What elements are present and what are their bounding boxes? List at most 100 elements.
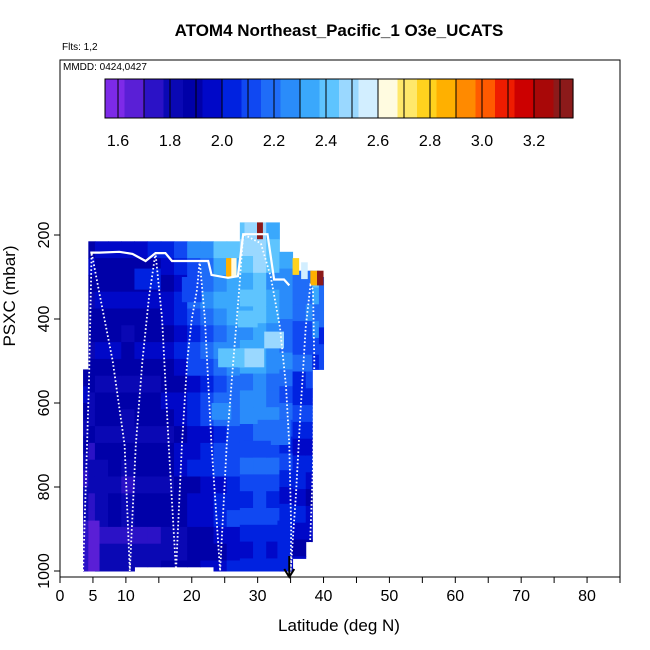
heatmap-cell — [213, 426, 228, 444]
heatmap-cell — [160, 342, 175, 360]
heatmap-cell — [213, 325, 228, 343]
heatmap-cell — [200, 560, 215, 568]
colorbar-tick-label: 1.6 — [107, 133, 129, 150]
colorbar-segment — [423, 79, 431, 118]
colorbar-segment — [540, 79, 548, 118]
colorbar-segment — [150, 79, 158, 118]
heatmap-cell — [292, 421, 307, 440]
heatmap-cell — [187, 543, 201, 561]
heatmap-cell — [147, 358, 162, 377]
heatmap-cell — [83, 503, 89, 522]
heatmap-cell — [173, 392, 188, 410]
colorbar-segment — [105, 79, 113, 118]
heatmap-cell — [318, 293, 325, 312]
heatmap-cell — [279, 352, 294, 370]
heatmap-cell — [279, 268, 294, 286]
heatmap-cell — [312, 354, 320, 370]
heatmap-cell — [305, 522, 313, 540]
heatmap-cell — [239, 424, 254, 442]
heatmap-cell — [279, 470, 294, 488]
colorbar-segment — [332, 79, 340, 118]
heatmap-cell — [173, 442, 188, 461]
heatmap-cell — [160, 392, 175, 410]
colorbar-tick-label: 2.6 — [367, 133, 389, 150]
colorbar-segment — [319, 79, 327, 118]
x-tick-label: 30 — [249, 588, 267, 605]
heatmap-cell — [134, 241, 149, 259]
heatmap-cell — [108, 291, 122, 309]
colorbar-segment — [456, 79, 464, 118]
heatmap-cell — [147, 308, 162, 326]
colorbar-segment — [280, 79, 288, 118]
heatmap-cell — [108, 560, 122, 572]
heatmap-cell — [121, 274, 135, 293]
heatmap-cell — [253, 256, 267, 274]
flights-label: Flts: 1,2 — [62, 42, 98, 53]
colorbar-segment — [313, 79, 321, 118]
heatmap-cell — [134, 493, 149, 511]
heatmap-cell — [83, 520, 89, 538]
heatmap-cell — [200, 274, 215, 293]
heatmap-cell — [147, 375, 162, 393]
heatmap-cell — [83, 453, 89, 471]
heatmap-cell — [121, 375, 135, 393]
heatmap-cell — [292, 522, 307, 540]
colorbar-segment — [306, 79, 314, 118]
heatmap-feature-cell — [264, 331, 284, 349]
heatmap-cell — [94, 392, 109, 410]
heatmap-cell — [305, 354, 313, 372]
heatmap-cell — [279, 285, 294, 303]
heatmap-cell — [160, 560, 175, 568]
heatmap-cell — [83, 487, 89, 505]
colorbar-segment — [475, 79, 483, 118]
heatmap-cell — [292, 304, 307, 322]
heatmap-cell — [200, 375, 215, 393]
heatmap-cell — [134, 476, 149, 494]
heatmap-cell — [108, 426, 122, 444]
colorbar-segment — [163, 79, 171, 118]
heatmap-cell — [239, 457, 254, 475]
colorbar-tick-label: 2.4 — [315, 133, 337, 150]
colorbar-segment — [261, 79, 269, 118]
x-tick-label: 10 — [117, 588, 135, 605]
heatmap-cell — [239, 256, 254, 274]
heatmap-cell — [108, 392, 122, 410]
heatmap-cell — [200, 526, 215, 545]
heatmap-cell — [226, 543, 241, 561]
heatmap-cell — [108, 409, 122, 427]
heatmap-cells — [83, 222, 325, 572]
heatmap-cell — [108, 325, 122, 343]
heatmap-cell — [83, 537, 89, 555]
heatmap-cell — [187, 560, 201, 568]
heatmap-cell — [160, 543, 175, 561]
heatmap-cell — [108, 375, 122, 393]
heatmap-cell — [253, 323, 267, 341]
heatmap-feature-cell — [218, 348, 245, 368]
heatmap-cell — [305, 337, 313, 356]
white-dotted-profiles — [82, 232, 316, 572]
heatmap-cell — [173, 560, 188, 568]
heatmap-cell — [121, 476, 135, 494]
heatmap-cell — [279, 369, 294, 387]
heatmap-cell — [88, 274, 96, 293]
heatmap-cell — [318, 361, 325, 370]
heatmap-cell — [147, 526, 162, 545]
heatmap-cell — [108, 459, 122, 477]
heatmap-cell — [108, 358, 122, 377]
heatmap-cell — [173, 510, 188, 528]
heatmap-cell — [226, 442, 241, 461]
heatmap-cell — [88, 241, 96, 259]
heatmap-cell — [239, 390, 254, 408]
heatmap-cell — [147, 325, 162, 343]
x-tick-label: 20 — [183, 588, 201, 605]
heatmap-cell — [312, 337, 320, 356]
heatmap-cell — [147, 560, 162, 568]
heatmap-cell — [108, 241, 122, 259]
heatmap-cell — [266, 272, 280, 291]
y-axis: 200 400 600 800 1000 — [36, 222, 61, 589]
heatmap-cell — [318, 310, 325, 328]
colorbar-segment — [417, 79, 425, 118]
heatmap-cell — [187, 258, 201, 276]
heatmap-cell — [200, 291, 215, 309]
chart-title: ATOM4 Northeast_Pacific_1 O3e_UCATS — [175, 21, 504, 40]
